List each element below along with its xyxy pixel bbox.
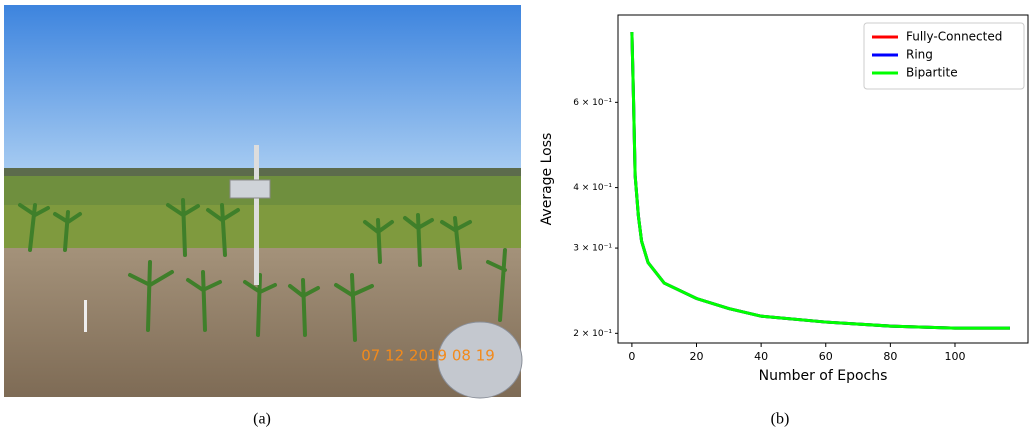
x-tick-label: 60	[819, 350, 833, 363]
legend-label: Ring	[906, 48, 933, 62]
x-tick-label: 80	[883, 350, 897, 363]
legend: Fully-Connected Ring Bipartite	[864, 23, 1024, 89]
y-tick-label: 2 × 10⁻¹	[573, 329, 612, 339]
y-tick-label: 6 × 10⁻¹	[573, 98, 612, 108]
legend-label: Bipartite	[906, 66, 958, 80]
y-axis-label: Average Loss	[539, 133, 555, 226]
x-tick-label: 20	[690, 350, 704, 363]
caption-b: (b)	[771, 411, 790, 428]
figure: 07 12 2019 08 19 (a) (b) 0 20 40 60 80 100 2 ×…	[0, 0, 1033, 435]
y-tick-label: 3 × 10⁻¹	[573, 244, 612, 254]
x-tick-label: 0	[628, 350, 635, 363]
y-tick-label: 4 × 10⁻¹	[573, 183, 612, 193]
x-tick-label: 40	[754, 350, 768, 363]
legend-label: Fully-Connected	[906, 30, 1002, 44]
photo-timestamp: 07 12 2019 08 19	[361, 347, 495, 365]
photo: 07 12 2019 08 19	[4, 5, 522, 398]
chart: 0 20 40 60 80 100 2 × 10⁻¹ 3 × 10⁻¹ 4 × 10⁻¹ 6 × …	[539, 15, 1028, 384]
x-tick-label: 100	[944, 350, 965, 363]
x-axis-label: Number of Epochs	[759, 368, 888, 384]
caption-a: (a)	[253, 411, 271, 428]
